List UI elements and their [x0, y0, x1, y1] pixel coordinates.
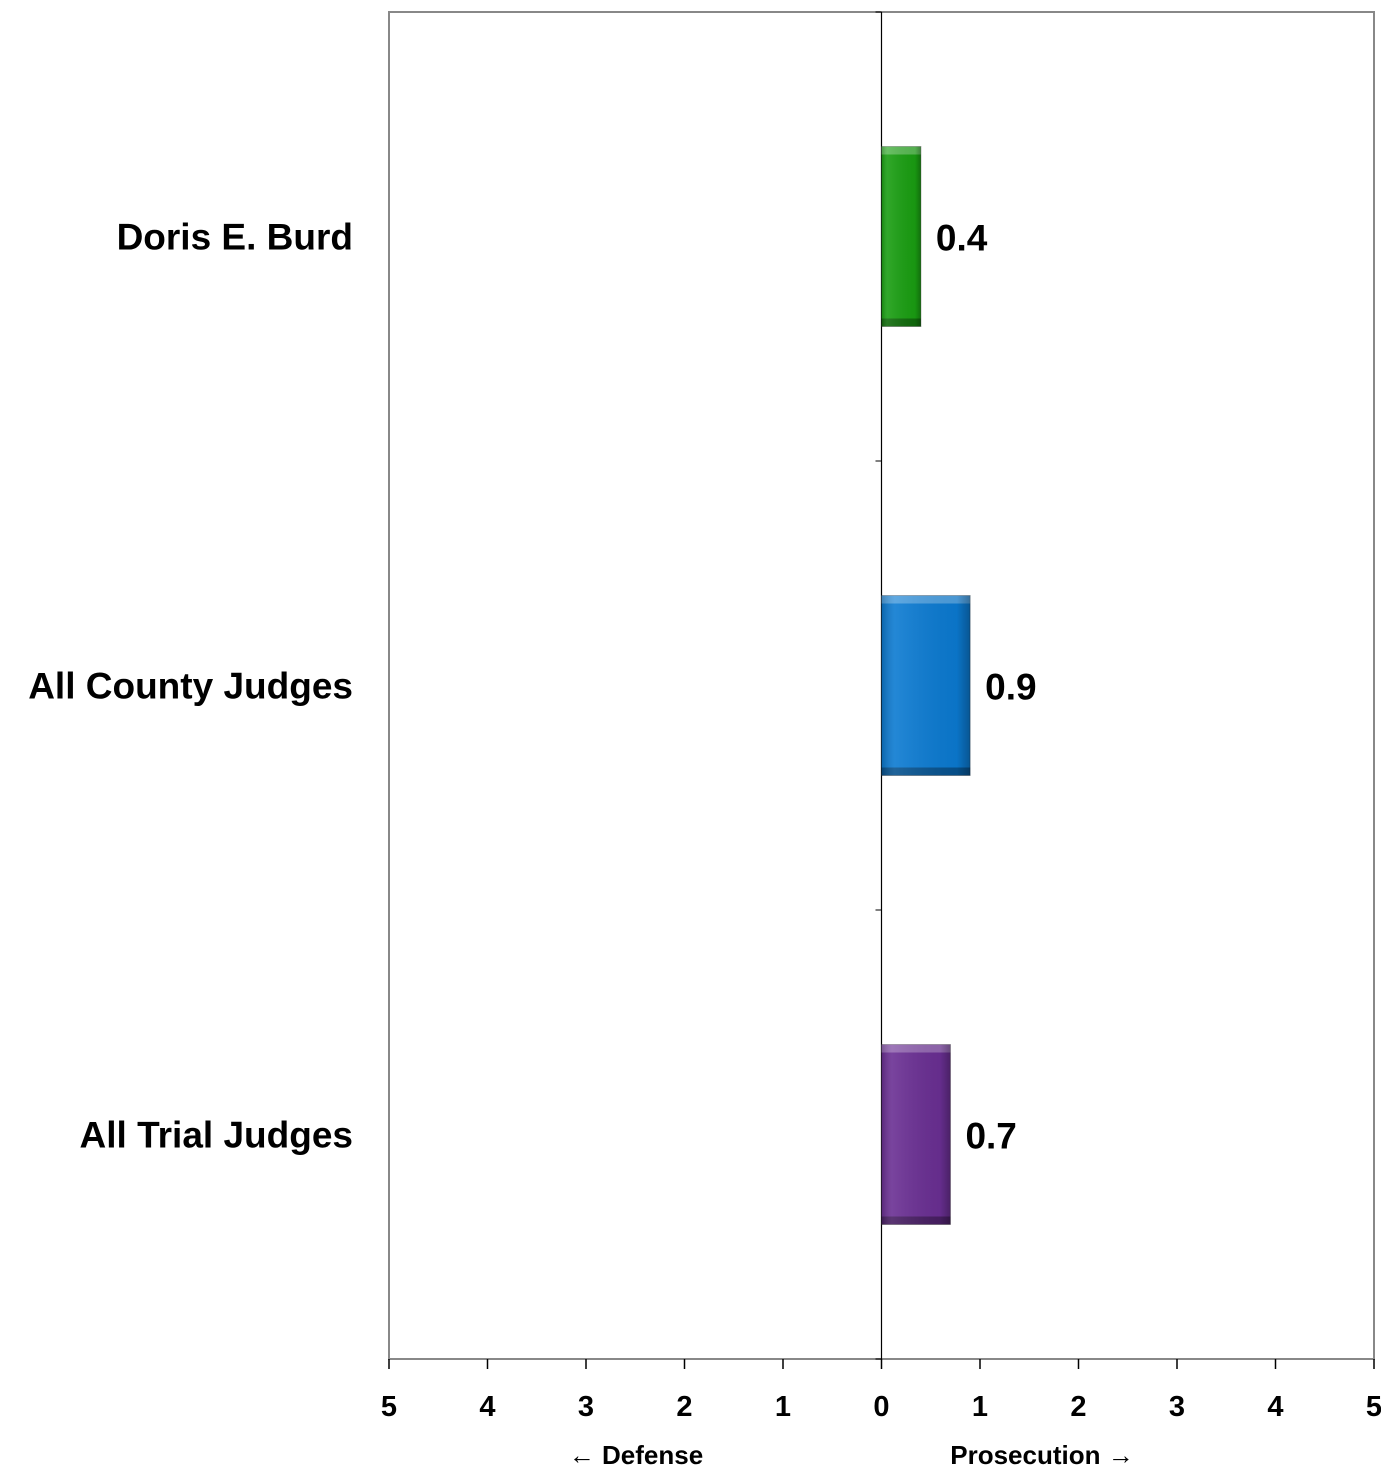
bar-sheen	[881, 146, 921, 327]
x-tick-label: 5	[381, 1391, 397, 1423]
bar-value-label: 0.4	[936, 218, 988, 259]
category-label: All County Judges	[28, 666, 353, 707]
bar-sheen	[881, 1044, 951, 1225]
direction-labels-group: ← Defense Prosecution →	[569, 1440, 1134, 1469]
category-label: Doris E. Burd	[117, 217, 353, 258]
category-label: All Trial Judges	[80, 1115, 353, 1156]
x-axis-group: 5 4 3 2 1 0 1 2 3 4 5	[381, 1359, 1381, 1423]
x-tick-label: 2	[1070, 1391, 1086, 1423]
x-tick-label: 3	[1169, 1391, 1185, 1423]
x-tick-label: 1	[775, 1391, 791, 1423]
x-tick-label: 0	[873, 1391, 889, 1423]
prosecution-direction-label: Prosecution →	[950, 1440, 1133, 1469]
x-tick-label: 4	[479, 1391, 495, 1423]
bar-value-label: 0.9	[985, 667, 1036, 708]
x-tick-label: 2	[676, 1391, 692, 1423]
x-tick-label: 3	[578, 1391, 594, 1423]
bars-group	[881, 146, 971, 1225]
bar-value-label: 0.7	[965, 1116, 1016, 1157]
x-tick-label: 4	[1267, 1391, 1283, 1423]
value-labels-group: 0.4 0.9 0.7	[936, 218, 1037, 1157]
category-labels-group: Doris E. Burd All County Judges All Trial …	[28, 217, 353, 1156]
bar-sheen	[881, 595, 971, 776]
x-tick-label: 1	[972, 1391, 988, 1423]
x-tick-label: 5	[1366, 1391, 1381, 1423]
defense-direction-label: ← Defense	[569, 1440, 703, 1469]
